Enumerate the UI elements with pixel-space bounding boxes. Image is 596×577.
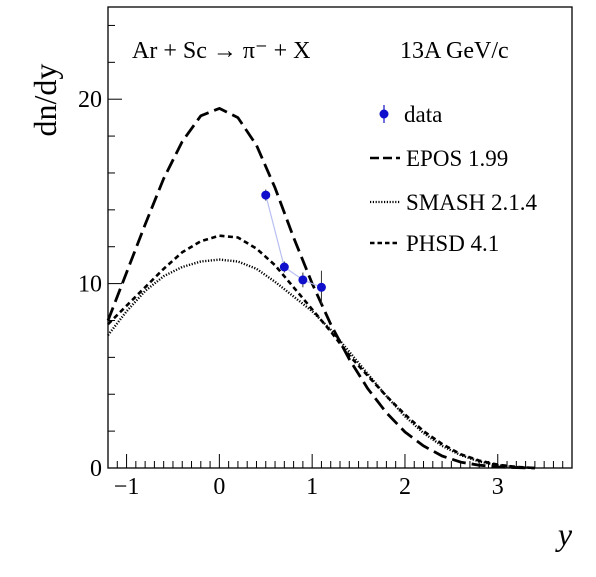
x-tick-labels: −1 0 1 2 3 bbox=[114, 474, 504, 500]
data-point bbox=[316, 282, 326, 292]
data-point bbox=[279, 262, 289, 272]
series-line-epos bbox=[106, 107, 535, 470]
legend-label-data: data bbox=[404, 102, 442, 127]
x-tick-label: 0 bbox=[213, 474, 225, 500]
legend-data-marker bbox=[379, 109, 389, 119]
x-axis-title: y bbox=[555, 516, 573, 552]
x-tick-label: 1 bbox=[306, 474, 318, 500]
annotation-momentum: 13A GeV/c bbox=[400, 38, 509, 64]
series-line-phsd bbox=[107, 234, 535, 470]
legend-label-epos: EPOS 1.99 bbox=[406, 146, 508, 171]
x-tick-label: 3 bbox=[492, 474, 504, 500]
legend-label-smash: SMASH 2.1.4 bbox=[406, 190, 538, 215]
y-axis-title: dn/dy bbox=[27, 64, 63, 137]
y-tick-label: 0 bbox=[90, 456, 102, 482]
x-tick-label: 2 bbox=[399, 474, 411, 500]
data-point bbox=[261, 190, 271, 200]
plot-frame bbox=[107, 6, 573, 469]
x-tick-label: −1 bbox=[114, 474, 140, 500]
data-point bbox=[298, 275, 308, 285]
data-points bbox=[261, 189, 326, 304]
minor-ticks bbox=[107, 24, 573, 469]
y-tick-labels: 0 10 20 bbox=[78, 87, 102, 482]
data-connector bbox=[265, 194, 322, 288]
legend: data EPOS 1.99 SMASH 2.1.4 PHSD 4.1 bbox=[370, 102, 538, 256]
series-line-smash bbox=[107, 258, 535, 470]
legend-label-phsd: PHSD 4.1 bbox=[406, 231, 499, 256]
y-tick-label: 20 bbox=[78, 87, 102, 113]
y-tick-label: 10 bbox=[78, 272, 102, 298]
annotation-reaction: Ar + Sc → π⁻ + X bbox=[132, 38, 311, 64]
model-curves bbox=[106, 107, 535, 470]
